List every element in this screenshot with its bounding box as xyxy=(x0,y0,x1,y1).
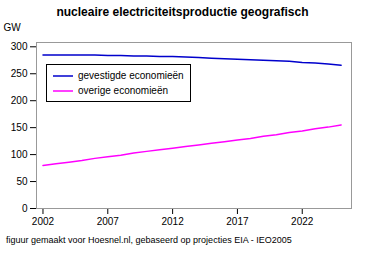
html-text:gevestigde economieën: gevestigde economieën xyxy=(78,70,184,81)
svg-text:50: 50 xyxy=(16,176,28,187)
svg-text:2002: 2002 xyxy=(32,216,55,227)
svg-text:250: 250 xyxy=(11,68,28,79)
svg-text:2012: 2012 xyxy=(161,216,184,227)
svg-text:150: 150 xyxy=(11,122,28,133)
svg-text:300: 300 xyxy=(11,41,28,52)
svg-text:2007: 2007 xyxy=(97,216,120,227)
html-text:overige economieën: overige economieën xyxy=(78,85,169,96)
svg-text:2022: 2022 xyxy=(291,216,314,227)
svg-text:0: 0 xyxy=(22,203,28,214)
html-text:nucleaire electriciteitsproduc: nucleaire electriciteitsproductie geogra… xyxy=(56,5,309,19)
html-text:figuur gemaakt voor Hoesnel.nl: figuur gemaakt voor Hoesnel.nl, gebaseer… xyxy=(6,235,292,245)
svg-text:200: 200 xyxy=(11,95,28,106)
svg-text:100: 100 xyxy=(11,149,28,160)
svg-text:2017: 2017 xyxy=(226,216,249,227)
svg-text:GW: GW xyxy=(4,22,22,33)
